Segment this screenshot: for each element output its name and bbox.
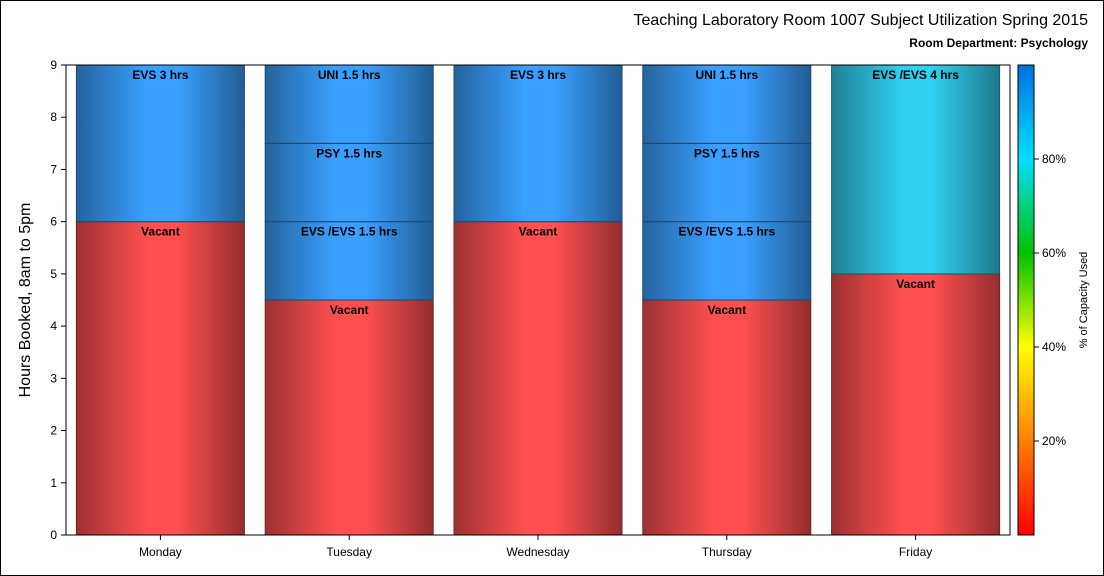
y-tick-label: 6 — [50, 215, 57, 229]
colorbar-tick-label: 60% — [1042, 246, 1066, 260]
x-tick-label: Tuesday — [326, 545, 372, 559]
segment-label: Vacant — [519, 225, 558, 239]
bar-segment — [264, 299, 434, 536]
x-tick-label: Friday — [899, 545, 932, 559]
y-tick-label: 9 — [50, 58, 57, 72]
bar-segment — [453, 221, 623, 536]
y-tick-label: 0 — [50, 528, 57, 542]
bar-segment — [642, 299, 812, 536]
bar-segment — [75, 221, 245, 536]
segment-label: Vacant — [707, 303, 746, 317]
colorbar-tick-label: 80% — [1042, 152, 1066, 166]
y-tick-label: 8 — [50, 110, 57, 124]
segment-label: PSY 1.5 hrs — [316, 146, 382, 160]
bar-thursday: Vacant EVS /EVS 1.5 hrs PSY 1.5 hrs UNI 1.5… — [642, 64, 812, 536]
segment-label: EVS /EVS 1.5 hrs — [301, 225, 398, 239]
chart-title: Teaching Laboratory Room 1007 Subject Ut… — [633, 12, 1089, 29]
colorbar-tick-label: 40% — [1042, 340, 1066, 354]
bar-segment — [831, 64, 1001, 275]
bar-segment — [264, 64, 434, 144]
x-tick-label: Monday — [139, 545, 182, 559]
bar-friday: Vacant EVS /EVS 4 hrs — [831, 64, 1001, 536]
segment-label: PSY 1.5 hrs — [694, 146, 760, 160]
colorbar-layer: 20% 40% 60% 80% % of Capacity Used — [1017, 64, 1090, 536]
bar-segment — [264, 142, 434, 223]
y-tick-label: 3 — [50, 371, 57, 385]
chart-subtitle: Room Department: Psychology — [909, 36, 1088, 50]
segment-label: UNI 1.5 hrs — [695, 68, 758, 82]
bar-segment — [75, 64, 245, 223]
segment-label: EVS /EVS 1.5 hrs — [678, 225, 775, 239]
axes-layer: 0 1 2 3 4 5 6 7 8 9 Monday Tuesday Wednesday Thursday… — [17, 58, 1011, 559]
bar-segment — [642, 64, 812, 144]
y-tick-label: 1 — [50, 476, 57, 490]
bar-tuesday: Vacant EVS /EVS 1.5 hrs PSY 1.5 hrs UNI 1.5… — [264, 64, 434, 536]
bar-wednesday: Vacant EVS 3 hrs — [453, 64, 623, 536]
segment-label: Vacant — [141, 225, 180, 239]
segment-label: EVS 3 hrs — [510, 68, 566, 82]
y-tick-label: 4 — [50, 319, 57, 333]
y-axis-title: Hours Booked, 8am to 5pm — [17, 203, 34, 398]
bar-segment — [264, 221, 434, 301]
y-tick-label: 7 — [50, 162, 57, 176]
colorbar-scale — [1017, 64, 1035, 536]
x-tick-label: Thursday — [702, 545, 752, 559]
segment-label: EVS /EVS 4 hrs — [872, 68, 959, 82]
colorbar-tick-label: 20% — [1042, 434, 1066, 448]
y-tick-label: 5 — [50, 267, 57, 281]
bar-segment — [453, 64, 623, 223]
segment-label: Vacant — [330, 303, 369, 317]
bars-layer: Vacant EVS 3 hrs Vacant EVS /EVS 1.5 hrs PSY… — [75, 64, 1001, 536]
x-tick-label: Wednesday — [506, 545, 569, 559]
segment-label: Vacant — [896, 277, 935, 291]
bar-segment — [831, 273, 1001, 536]
y-tick-label: 2 — [50, 424, 57, 438]
bar-monday: Vacant EVS 3 hrs — [75, 64, 245, 536]
colorbar-title: % of Capacity Used — [1078, 252, 1090, 349]
segment-label: UNI 1.5 hrs — [318, 68, 381, 82]
segment-label: EVS 3 hrs — [132, 68, 188, 82]
